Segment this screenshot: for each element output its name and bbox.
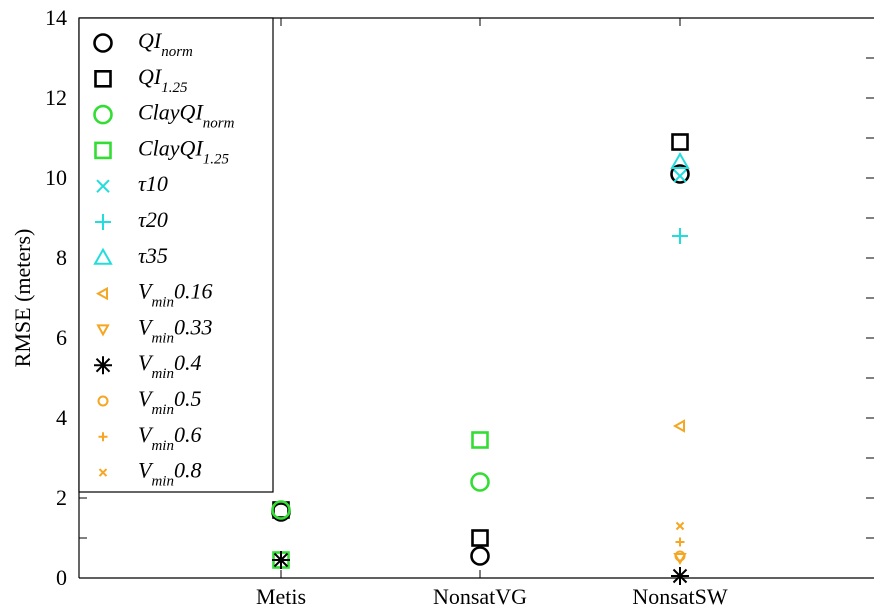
y-axis-label: RMSE (meters) [10,229,35,368]
legend-marker [95,286,108,301]
y-tick-label: 14 [45,5,67,30]
legend-marker [97,395,109,407]
legend-label: τ35 [138,243,168,268]
x-tick-label: NonsatSW [632,584,728,609]
data-point [673,169,687,183]
legend-marker [96,324,110,337]
legend-marker [93,104,113,125]
data-point [671,567,689,585]
legend-entry: ClayQI1.25 [94,135,230,167]
legend-label: Vmin0.4 [138,350,201,382]
legend-label: ClayQInorm [138,100,235,132]
data-point [673,553,687,566]
data-point [471,431,489,449]
x-tick-label: Metis [256,584,306,609]
legend-box [78,17,274,493]
data-point [670,164,690,184]
legend-entry: QInorm [93,28,193,60]
y-tick-label: 10 [45,165,67,190]
legend-marker [96,179,110,193]
legend-label: Vmin0.6 [138,422,201,454]
legend-marker [95,214,111,230]
data-point [671,133,689,151]
data-point [272,551,290,569]
tick-labels: 0 2 4 6 8 10 12 14 Metis NonsatVG NonsatSW [45,5,728,609]
data-point [675,521,685,531]
legend-entry: τ35 [93,243,168,268]
legend-entry: Vmin0.33 [96,314,212,346]
legend-label: Vmin0.5 [138,386,201,418]
legend-label: Vmin0.16 [138,279,212,311]
data-point [471,529,489,547]
data-point [672,419,685,433]
legend-marker [93,33,113,53]
data-point [674,550,686,562]
x-tick-label: NonsatVG [433,584,527,609]
legend-entry: Vmin0.6 [98,422,201,454]
y-tick-label: 2 [56,485,67,510]
y-tick-label: 0 [56,565,67,590]
legend-marker [94,356,112,375]
y-tick-label: 4 [56,405,67,430]
legend-entry: QI1.25 [94,64,188,96]
legend-entry: Vmin0.4 [94,350,201,382]
legend-label: QI1.25 [138,64,188,96]
y-tick-label: 8 [56,245,67,270]
y-tick-label: 12 [45,85,67,110]
legend-entry: Vmin0.5 [97,386,201,418]
y-tick-label: 6 [56,325,67,350]
legend-entry: Vmin0.8 [98,458,201,490]
data-point [470,472,490,492]
legend-marker [94,70,112,88]
data-point [271,500,291,520]
data-point [675,537,685,547]
legend-marker [93,247,113,265]
data-point [670,151,690,169]
legend-entry: Vmin0.16 [95,279,212,311]
legend-marker [98,468,108,477]
legend-entry: ClayQInorm [93,100,235,132]
legend-label: ClayQI1.25 [138,135,230,167]
legend-label: τ20 [138,207,168,232]
legend-label: QInorm [138,28,193,60]
legend-marker [94,141,112,160]
legend-label: Vmin0.33 [138,314,212,346]
data-point [672,228,688,244]
data-point [470,546,490,566]
data-points [271,133,690,585]
legend-entry: τ20 [95,207,168,232]
legend-marker [98,432,108,442]
legend-label: Vmin0.8 [138,458,201,490]
legend-entry: τ10 [96,171,168,196]
legend-label: τ10 [138,171,168,196]
